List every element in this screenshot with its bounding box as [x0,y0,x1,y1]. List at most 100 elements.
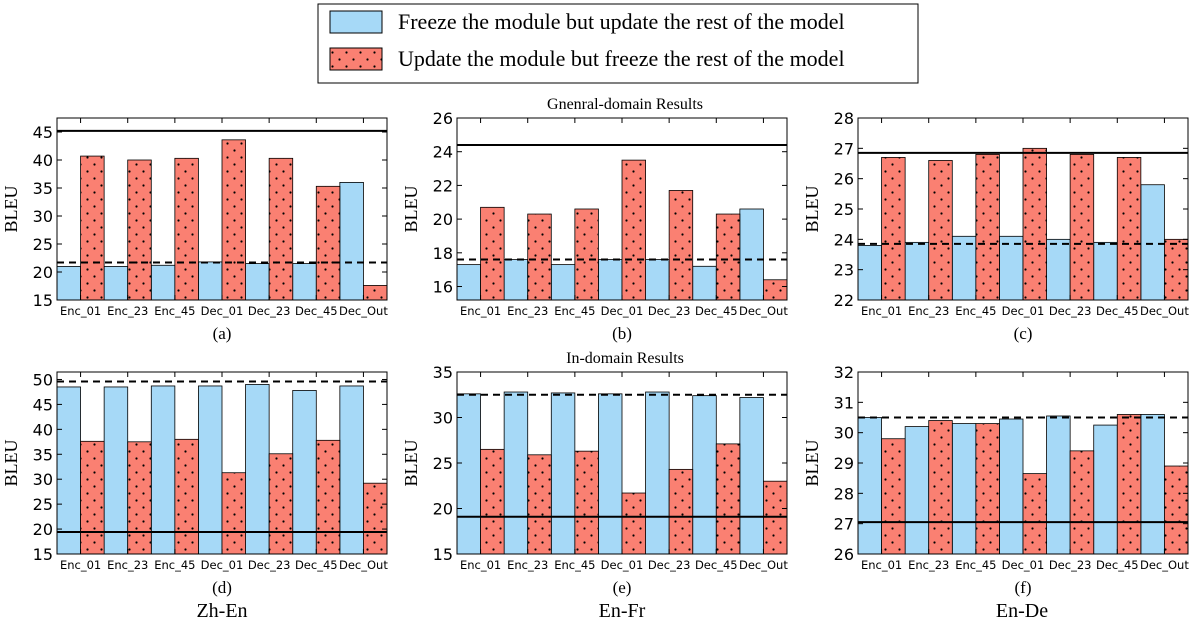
y-tick-label: 30 [433,409,453,428]
bar-update-dec_45 [315,185,341,300]
chart-panel-c: 22 23 24 25 26 27 28 Enc_01 Enc_23 Enc_45 Dec_01 De… [802,109,1189,343]
legend-label-freeze: Freeze the module but update the rest of… [398,9,845,34]
bar-update-dec_23 [1069,450,1095,554]
x-tick-label: Dec_45 [695,558,738,572]
bar-freeze-dec_23 [645,391,670,554]
bar-update-enc_45 [174,438,199,554]
bar-freeze-enc_01 [457,264,481,300]
x-tick-label: Enc_01 [60,304,101,318]
column-title-en-fr: En-Fr [599,600,646,622]
chart-panel-b: 16 18 20 22 24 26 Enc_01 Enc_23 Enc_45 Dec_01 Dec_… [401,109,788,343]
bar-update-enc_01 [480,206,505,300]
bar-update-dec_01 [1022,147,1047,300]
y-tick-label: 35 [433,363,453,382]
bar-freeze-dec_01 [999,418,1024,554]
y-axis-label: BLEU [802,440,822,487]
bar-freeze-dec_out [339,181,364,300]
bar-freeze-dec_01 [198,261,223,300]
x-tick-label: Dec_Out [1140,304,1189,318]
bar-update-dec_45 [715,443,741,554]
bar-update-dec_45 [715,213,741,300]
panel-label: (e) [613,578,632,597]
x-tick-label: Dec_Out [1140,558,1189,572]
x-tick-label: Dec_23 [248,304,291,318]
x-tick-label: Dec_23 [1049,558,1092,572]
x-tick-label: Enc_01 [60,558,101,572]
legend-frame [317,3,919,84]
y-tick-label: 22 [433,176,453,195]
y-tick-label: 16 [433,278,453,297]
x-tick-label: Dec_01 [201,558,244,572]
bar-freeze-dec_45 [1093,424,1118,554]
x-tick-label: Enc_23 [107,558,148,572]
panel-label: (f) [1015,578,1032,597]
y-tick-label: 45 [33,123,53,142]
x-tick-label: Enc_45 [955,304,996,318]
bar-update-enc_45 [574,208,599,300]
bar-update-enc_23 [928,160,953,300]
bar-freeze-dec_out [739,208,764,300]
bar-update-enc_45 [975,153,1000,300]
y-tick-label: 30 [33,470,53,489]
bar-update-dec_out [363,482,387,554]
plot-area [457,143,787,300]
x-tick-label: Enc_45 [554,304,595,318]
x-tick-label: Enc_01 [861,558,902,572]
y-tick-label: 26 [834,545,854,564]
chart-panel-d: 15 20 25 30 35 40 45 50 Enc_01 Enc_23 Enc_45 Dec_01… [1,370,388,597]
bar-freeze-enc_45 [951,235,977,300]
x-tick-label: Dec_23 [248,558,291,572]
y-tick-label: 32 [834,363,854,382]
panels: 15 20 25 30 35 40 45 Enc_01 Enc_23 Enc_45 Dec_01 De… [1,109,1189,597]
bar-update-dec_out [363,285,387,300]
bar-freeze-enc_45 [150,385,176,554]
bar-update-enc_01 [80,155,105,300]
bar-freeze-enc_01 [858,417,882,554]
y-tick-label: 50 [33,370,53,389]
y-tick-label: 29 [834,454,854,473]
y-tick-label: 20 [433,210,453,229]
bar-freeze-enc_23 [103,386,129,554]
bar-freeze-dec_out [1140,184,1165,300]
bar-freeze-dec_out [739,397,764,554]
bar-freeze-dec_01 [999,235,1024,300]
bar-freeze-enc_01 [858,244,882,300]
bar-freeze-enc_23 [904,241,930,300]
bar-update-dec_23 [1069,153,1095,300]
y-tick-label: 18 [433,244,453,263]
row-title-general: Gnenral-domain Results [547,96,703,113]
bar-freeze-dec_45 [1093,241,1118,300]
y-tick-label: 20 [33,520,53,539]
plot-area [858,147,1188,300]
y-tick-label: 23 [834,261,854,280]
bar-freeze-enc_45 [951,423,977,554]
y-axis-label: BLEU [802,186,822,233]
bar-update-enc_23 [127,441,152,554]
plot-area [457,391,787,554]
y-tick-label: 25 [33,235,53,254]
bar-freeze-dec_23 [245,384,270,554]
bar-freeze-dec_45 [292,390,317,554]
panel-label: (b) [612,324,632,343]
x-tick-label: Enc_45 [154,304,195,318]
plot-area [858,414,1188,554]
bar-freeze-enc_01 [57,265,81,300]
bar-freeze-dec_23 [645,259,670,300]
column-title-en-de: En-De [996,600,1048,622]
bar-freeze-enc_23 [503,259,529,300]
bar-update-enc_01 [881,438,906,554]
bar-update-dec_45 [1116,157,1142,300]
bar-update-dec_01 [221,139,246,300]
bar-update-enc_45 [975,423,1000,554]
bar-update-enc_23 [928,420,953,554]
bar-update-dec_01 [621,159,646,300]
x-tick-label: Dec_45 [295,304,338,318]
x-tick-label: Enc_45 [154,558,195,572]
y-axis-label: BLEU [401,186,421,233]
bar-freeze-dec_23 [245,263,270,300]
bar-update-enc_45 [174,157,199,300]
row-title-in-domain: In-domain Results [566,350,684,367]
bar-update-enc_01 [80,440,105,554]
x-tick-label: Dec_Out [739,558,788,572]
x-tick-label: Dec_Out [339,304,388,318]
